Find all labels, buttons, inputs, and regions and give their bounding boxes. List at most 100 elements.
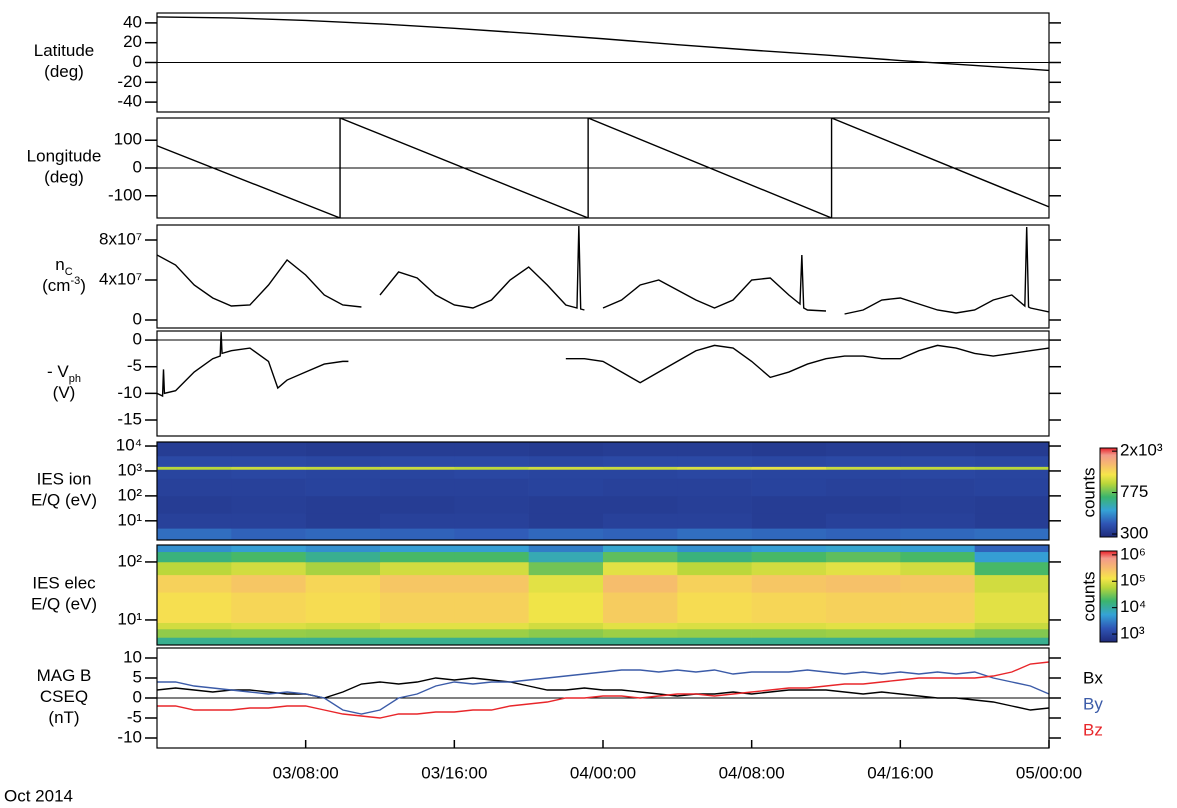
- y-tick-label: 10³: [117, 460, 142, 479]
- y-tick-label: 10¹: [117, 609, 142, 628]
- heatmap-cell: [900, 495, 975, 514]
- colorbar-tick-label: 300: [1120, 523, 1148, 542]
- heatmap-cell: [677, 513, 752, 529]
- heatmap-cell: [231, 637, 306, 645]
- y-tick-label: -15: [117, 409, 142, 428]
- heatmap-cell: [751, 528, 827, 540]
- y-tick-label: 100: [114, 130, 142, 149]
- heatmap-cell: [900, 592, 975, 623]
- heatmap-cell: [528, 466, 604, 470]
- heatmap-cell: [751, 561, 827, 576]
- colorbar: [1099, 550, 1118, 643]
- label-text: E/Q (eV): [31, 595, 97, 614]
- y-axis-label: CSEQ: [40, 687, 88, 706]
- heatmap-cell: [380, 551, 455, 563]
- panel-frame: [156, 441, 1050, 541]
- heatmap-cell: [603, 455, 678, 467]
- legend-entry: Bz: [1083, 720, 1103, 739]
- heatmap-cell: [305, 628, 381, 638]
- heatmap-cell: [900, 561, 975, 576]
- heatmap-cell: [751, 592, 827, 623]
- y-axis-label: E/Q (eV): [31, 595, 97, 614]
- heatmap-cell: [528, 545, 604, 553]
- heatmap-cell: [751, 551, 827, 563]
- heatmap-cell: [603, 469, 678, 479]
- heatmap-cell: [380, 442, 455, 457]
- heatmap-cell: [231, 561, 306, 576]
- colorbar-tick-label: 10⁵: [1120, 571, 1146, 590]
- heatmap-cell: [677, 455, 752, 467]
- heatmap-cell: [603, 545, 678, 553]
- heatmap-cell: [305, 551, 381, 563]
- heatmap-cell: [751, 637, 827, 645]
- label-subscript: ph: [69, 373, 81, 385]
- heatmap-cell: [528, 637, 604, 645]
- heatmap-cell: [305, 622, 381, 630]
- heatmap-cell: [305, 561, 381, 576]
- y-axis-label: (deg): [44, 62, 84, 81]
- heatmap-cell: [305, 442, 381, 457]
- heatmap-cell: [751, 495, 827, 514]
- heatmap-cell: [454, 622, 529, 630]
- label-text: ): [80, 276, 86, 295]
- label-text: IES elec: [32, 574, 96, 593]
- heatmap-cell: [528, 469, 604, 479]
- y-tick-label: 0: [133, 157, 142, 176]
- heatmap-cell: [380, 513, 455, 529]
- label-text: (deg): [44, 168, 84, 187]
- plot-area: [157, 16, 1049, 72]
- heatmap-cell: [157, 528, 232, 540]
- heatmap-cell: [974, 637, 1049, 645]
- heatmap-cell: [528, 561, 604, 576]
- heatmap-cell: [900, 513, 975, 529]
- heatmap-cell: [454, 513, 529, 529]
- heatmap-cell: [900, 455, 975, 467]
- heatmap-cell: [603, 561, 678, 576]
- heatmap-cell: [305, 466, 381, 470]
- heatmap-cell: [603, 442, 678, 457]
- heatmap-cell: [157, 442, 232, 457]
- heatmap-cell: [454, 551, 529, 563]
- y-axis-label: MAG B: [37, 666, 92, 685]
- x-tick-label: 04/16:00: [867, 763, 933, 782]
- y-axis-label: IES elec: [32, 574, 96, 593]
- heatmap-cell: [380, 455, 455, 467]
- heatmap-cell: [826, 495, 901, 514]
- heatmap-cell: [900, 469, 975, 479]
- heatmap-cell: [974, 592, 1049, 623]
- y-axis-label: (cm-3): [42, 275, 86, 296]
- y-tick-label: 5: [133, 667, 142, 686]
- heatmap-cell: [826, 513, 901, 529]
- heatmap-cell: [677, 637, 752, 645]
- heatmap-cell: [826, 592, 901, 623]
- heatmap-cell: [528, 442, 604, 457]
- heatmap-cell: [380, 561, 455, 576]
- heatmap-cell: [974, 442, 1049, 457]
- heatmap-cell: [603, 551, 678, 563]
- y-axis-label: Longitude: [27, 147, 102, 166]
- heatmap-cell: [603, 574, 678, 593]
- label-text: IES ion: [37, 470, 92, 489]
- heatmap-cell: [603, 466, 678, 470]
- heatmap-cell: [826, 466, 901, 470]
- heatmap-cell: [826, 551, 901, 563]
- panel: 0 4x10⁷ 8x10⁷ nC(cm-3): [42, 224, 1061, 329]
- heatmap-cell: [751, 469, 827, 479]
- x-tick-label: 03/08:00: [273, 763, 339, 782]
- heatmap-cell: [528, 628, 604, 638]
- label-text: CSEQ: [40, 687, 88, 706]
- heatmap-cell: [231, 442, 306, 457]
- heatmap-cell: [603, 592, 678, 623]
- heatmap-cell: [677, 528, 752, 540]
- heatmap-cell: [528, 592, 604, 623]
- y-tick-label: 20: [123, 32, 142, 51]
- y-axis-label: - Vph: [47, 362, 81, 384]
- heatmap-cell: [826, 628, 901, 638]
- heatmap-cell: [528, 513, 604, 529]
- y-tick-label: 0: [133, 330, 142, 349]
- heatmap-cell: [603, 637, 678, 645]
- heatmap-cell: [454, 478, 529, 497]
- heatmap-cell: [900, 545, 975, 553]
